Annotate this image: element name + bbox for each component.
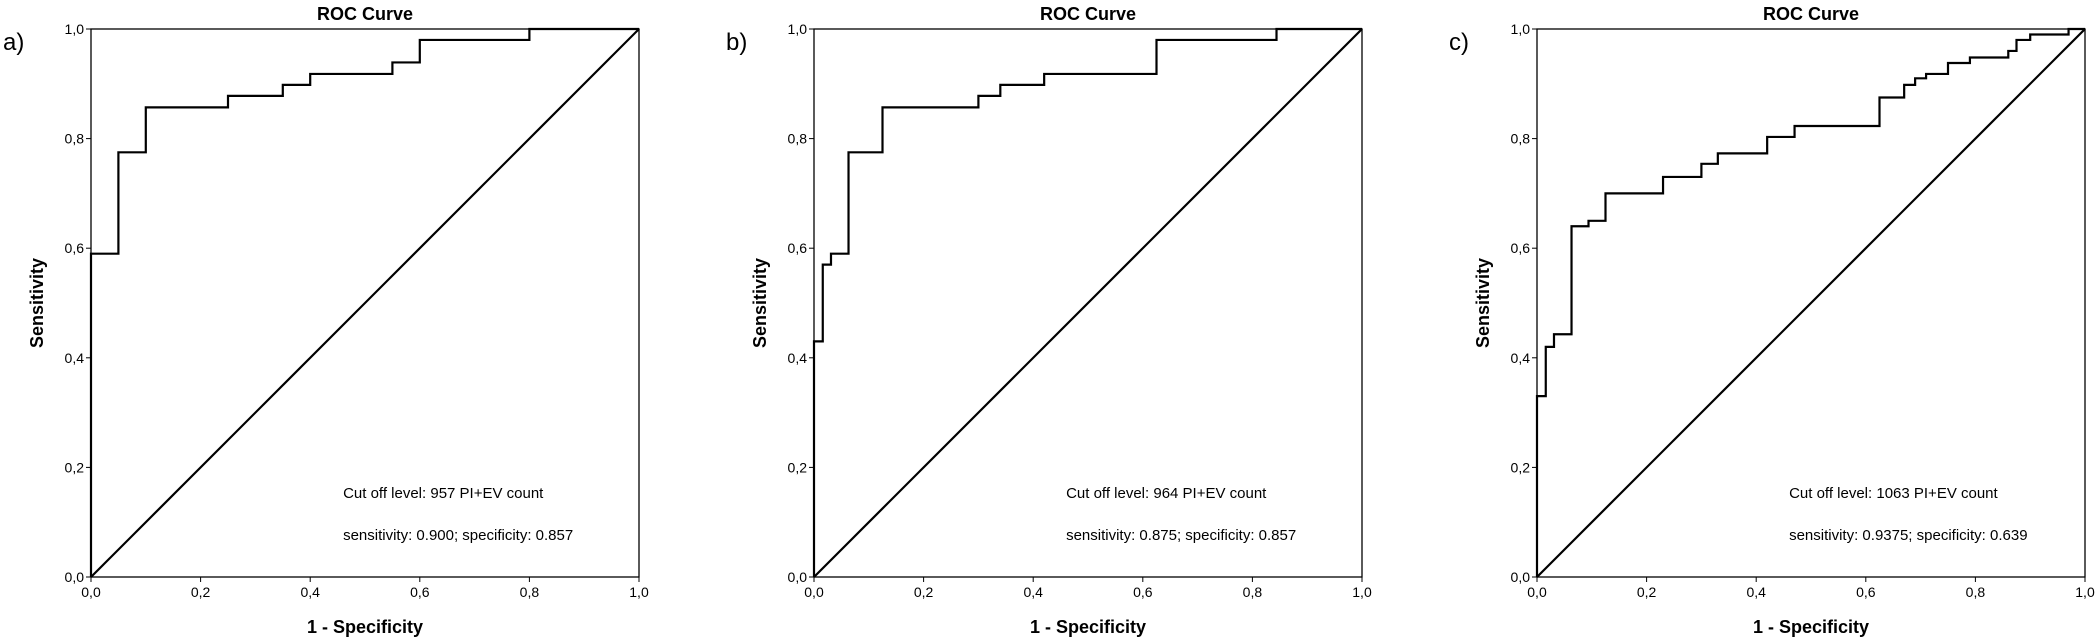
y-tick-label: 0,8 xyxy=(65,131,85,147)
y-tick-label: 0,2 xyxy=(788,459,808,475)
annotation: sensitivity: 0.9375; specificity: 0.639 xyxy=(1789,527,2027,544)
x-tick-label: 0,0 xyxy=(804,584,824,600)
y-tick-label: 0,8 xyxy=(788,131,808,147)
y-tick-label: 1,0 xyxy=(65,21,85,37)
y-tick-label: 0,6 xyxy=(788,240,808,256)
x-tick-label: 1,0 xyxy=(2075,584,2095,600)
x-tick-label: 0,6 xyxy=(410,584,430,600)
x-axis-label: 1 - Specificity xyxy=(307,617,423,637)
x-tick-label: 0,4 xyxy=(300,584,320,600)
roc-panel: b) ROC Curve 1 - Specificity Sensitivity 0,0… xyxy=(726,4,1372,637)
reference-line xyxy=(90,28,640,578)
panel-label: c) xyxy=(1449,29,1469,56)
y-tick-label: 0,4 xyxy=(788,350,808,366)
y-tick-label: 0,0 xyxy=(788,569,808,585)
y-tick-label: 0,4 xyxy=(65,350,85,366)
x-tick-label: 0,0 xyxy=(81,584,101,600)
panel-label: b) xyxy=(726,29,747,56)
x-tick-label: 0,2 xyxy=(191,584,211,600)
y-tick-label: 0,6 xyxy=(1511,240,1531,256)
x-axis-label: 1 - Specificity xyxy=(1030,617,1146,637)
plot-frame xyxy=(813,28,1363,578)
chart-title: ROC Curve xyxy=(317,4,413,24)
y-tick-label: 0,0 xyxy=(65,569,85,585)
annotation: Cut off level: 957 PI+EV count xyxy=(343,485,544,502)
x-tick-label: 1,0 xyxy=(1352,584,1372,600)
annotation: sensitivity: 0.875; specificity: 0.857 xyxy=(1066,527,1296,544)
x-tick-label: 0,6 xyxy=(1856,584,1876,600)
y-tick-label: 0,8 xyxy=(1511,131,1531,147)
y-tick-label: 0,2 xyxy=(1511,459,1531,475)
x-tick-label: 0,2 xyxy=(1637,584,1657,600)
y-tick-label: 1,0 xyxy=(1511,21,1531,37)
roc-line xyxy=(812,27,1362,577)
y-axis-label: Sensitivity xyxy=(750,258,770,348)
y-tick-label: 0,2 xyxy=(65,459,85,475)
y-tick-label: 1,0 xyxy=(788,21,808,37)
x-tick-label: 1,0 xyxy=(629,584,649,600)
reference-line xyxy=(1536,28,2086,578)
chart-title: ROC Curve xyxy=(1763,4,1859,24)
reference-line xyxy=(813,28,1363,578)
x-tick-label: 0,2 xyxy=(914,584,934,600)
y-tick-label: 0,6 xyxy=(65,240,85,256)
x-tick-label: 0,4 xyxy=(1023,584,1043,600)
annotation: Cut off level: 1063 PI+EV count xyxy=(1789,485,1998,502)
y-tick-label: 0,0 xyxy=(1511,569,1531,585)
x-tick-label: 0,4 xyxy=(1746,584,1766,600)
y-axis-label: Sensitivity xyxy=(1473,258,1493,348)
roc-line xyxy=(1535,27,2085,577)
x-tick-label: 0,8 xyxy=(1966,584,1986,600)
x-tick-label: 0,8 xyxy=(520,584,540,600)
roc-panel: a) ROC Curve 1 - Specificity Sensitivity 0,0… xyxy=(3,4,649,637)
y-tick-label: 0,4 xyxy=(1511,350,1531,366)
annotation: sensitivity: 0.900; specificity: 0.857 xyxy=(343,527,573,544)
plot-frame xyxy=(1536,28,2086,578)
annotation: Cut off level: 964 PI+EV count xyxy=(1066,485,1267,502)
x-tick-label: 0,8 xyxy=(1243,584,1263,600)
x-axis-label: 1 - Specificity xyxy=(1753,617,1869,637)
x-tick-label: 0,6 xyxy=(1133,584,1153,600)
x-tick-label: 0,0 xyxy=(1527,584,1547,600)
panel-label: a) xyxy=(3,29,24,56)
chart-title: ROC Curve xyxy=(1040,4,1136,24)
roc-panel: c) ROC Curve 1 - Specificity Sensitivity 0,0… xyxy=(1449,4,2095,637)
y-axis-label: Sensitivity xyxy=(27,258,47,348)
roc-line xyxy=(89,27,639,577)
